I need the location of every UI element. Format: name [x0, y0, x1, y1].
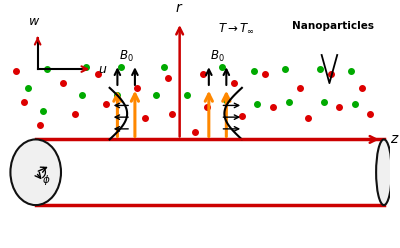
Text: $B_0$: $B_0$	[210, 49, 225, 64]
Text: $r$: $r$	[176, 1, 184, 15]
Ellipse shape	[10, 139, 61, 205]
Text: $T \rightarrow T_{\infty}$: $T \rightarrow T_{\infty}$	[218, 22, 254, 34]
Text: $z$: $z$	[390, 132, 399, 146]
Text: Nanoparticles: Nanoparticles	[292, 21, 374, 31]
Text: $\phi$: $\phi$	[42, 173, 51, 187]
Ellipse shape	[376, 139, 392, 205]
Text: $u$: $u$	[98, 62, 107, 76]
Text: $w$: $w$	[28, 15, 40, 28]
Text: $B_0$: $B_0$	[119, 49, 133, 64]
